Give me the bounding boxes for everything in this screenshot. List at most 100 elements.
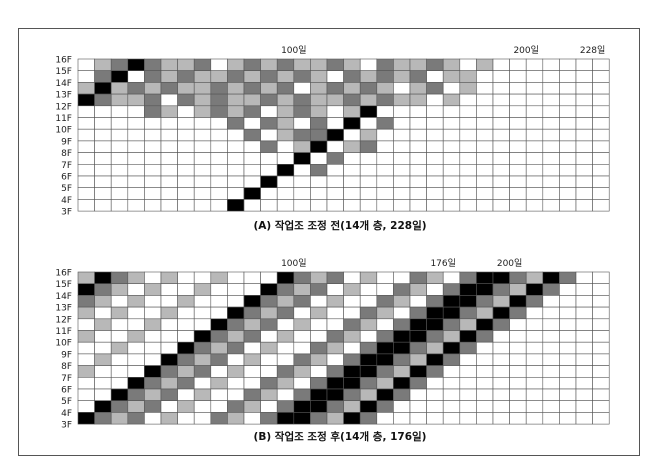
grid-cell (343, 128, 361, 142)
grid-cell (177, 70, 195, 83)
grid-cell (459, 175, 477, 188)
grid-cell (276, 70, 295, 83)
grid-cell (243, 128, 261, 142)
grid-cell (542, 128, 560, 142)
grid-cell (575, 318, 593, 331)
grid-cell (509, 400, 527, 413)
grid-cell (376, 388, 394, 401)
grid-cell (160, 330, 178, 343)
grid-cell (575, 400, 593, 413)
grid-cell (459, 164, 477, 177)
grid-cell (127, 295, 145, 308)
grid-cell (542, 330, 560, 343)
grid-cell (459, 82, 477, 95)
grid-cell (426, 117, 444, 130)
grid-cell (144, 140, 162, 153)
grid-cell (409, 388, 427, 401)
grid-cell (592, 353, 610, 366)
grid-cell (343, 58, 361, 71)
grid-cell (243, 353, 261, 366)
grid-cell (326, 341, 344, 355)
grid-cell (210, 330, 228, 343)
grid-cell (542, 388, 560, 401)
grid-cell (442, 93, 461, 107)
grid-cell (559, 353, 577, 366)
grid-cell (77, 58, 95, 71)
grid-cell (326, 388, 344, 401)
grid-cell (376, 117, 394, 130)
grid-cell (210, 365, 228, 378)
grid-cell (227, 152, 245, 165)
grid-cell (459, 376, 477, 390)
grid-cell (160, 376, 178, 390)
grid-cell (243, 376, 261, 390)
grid-cell (144, 412, 162, 425)
grid-cell (492, 140, 510, 153)
grid-cell (559, 128, 577, 142)
grid-cell (492, 199, 510, 212)
grid-cell (409, 187, 427, 200)
grid-cell (177, 164, 195, 177)
grid-cell (343, 283, 361, 296)
grid-cell (376, 295, 394, 308)
grid-cell (127, 93, 145, 107)
floor-label: 16F (55, 269, 72, 279)
grid-cell (227, 376, 245, 390)
grid-cell (542, 117, 560, 130)
grid-cell (210, 82, 228, 95)
grid-cell (359, 388, 378, 401)
grid-cell (492, 58, 510, 71)
grid-cell (127, 82, 145, 95)
grid-cell (525, 117, 544, 130)
grid-cell (575, 117, 593, 130)
grid-cell (243, 283, 261, 296)
grid-cell (525, 376, 544, 390)
grid-cell (193, 388, 212, 401)
grid-cell (492, 365, 510, 378)
grid-cell (210, 412, 228, 425)
grid-cell (509, 199, 527, 212)
grid-cell (442, 353, 461, 366)
grid-cell (326, 152, 344, 165)
grid-cell (492, 93, 510, 107)
day-marker-label: 100일 (281, 45, 306, 56)
grid-cell (110, 140, 129, 153)
grid-cell (227, 187, 245, 200)
grid-cell (127, 175, 145, 188)
grid-cell (575, 70, 593, 83)
grid-cell (110, 330, 129, 343)
grid-cell (160, 93, 178, 107)
grid-cell (376, 187, 394, 200)
grid-cell (343, 400, 361, 413)
grid-cell (293, 175, 311, 188)
grid-cell (293, 58, 311, 71)
grid-cell (210, 295, 228, 308)
grid-cell (193, 140, 212, 153)
grid-cell (127, 365, 145, 378)
grid-cell (592, 164, 610, 177)
floor-label: 9F (61, 137, 72, 147)
grid-cell (575, 152, 593, 165)
floor-label: 3F (61, 208, 72, 218)
grid-cell (144, 376, 162, 390)
floor-label: 10F (55, 339, 72, 349)
grid-cell (359, 93, 378, 107)
grid-cell (409, 353, 427, 366)
floor-label: 16F (55, 56, 72, 66)
grid-cell (326, 175, 344, 188)
grid-cell (77, 376, 95, 390)
grid-cell (559, 93, 577, 107)
grid-cell (310, 70, 328, 83)
grid-cell (343, 365, 361, 378)
grid-cell (94, 271, 112, 284)
grid-cell (409, 330, 427, 343)
grid-cell (227, 412, 245, 425)
grid-cell (442, 283, 461, 296)
grid-cell (227, 140, 245, 153)
grid-cell (94, 187, 112, 200)
floor-label: 10F (55, 126, 72, 136)
grid-cell (592, 400, 610, 413)
grid-cell (359, 353, 378, 366)
grid-cell (509, 341, 527, 355)
